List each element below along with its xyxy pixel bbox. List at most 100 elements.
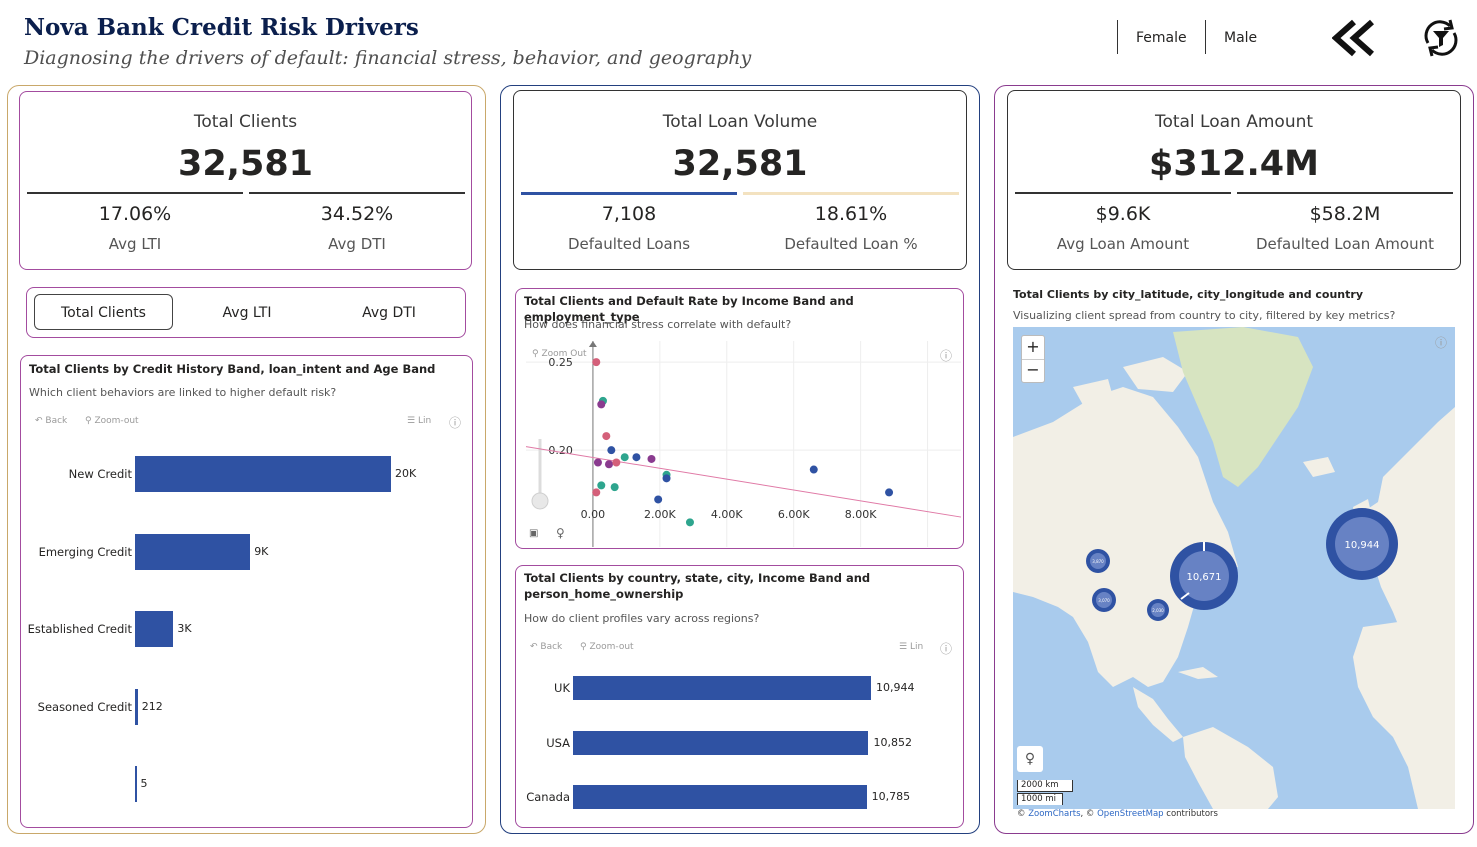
map-canvas[interactable]: 10,944 10,671 3,870 3,070 2,030 (1013, 327, 1455, 809)
scatter-point[interactable] (662, 474, 671, 483)
slicer-male-label: Male (1224, 30, 1258, 46)
map-bubble-city[interactable]: 3,870 (1086, 549, 1110, 573)
scatter-point[interactable] (607, 446, 616, 455)
divider (1237, 192, 1453, 194)
zoom-slider-knob[interactable] (531, 492, 549, 510)
chart-subtitle: How do client profiles vary across regio… (524, 612, 760, 625)
scatter-point[interactable] (592, 358, 601, 367)
defaulted-loan-amount-label: Defaulted Loan Amount (1255, 235, 1434, 253)
map-visual: Total Clients by city_latitude, city_lon… (1007, 284, 1461, 824)
kpi-card-loan-volume: Total Loan Volume 32,581 7,108 Defaulted… (513, 90, 967, 270)
scatter-plot-area[interactable]: 0.00 2.00K 4.00K 6.00K 8.00K 0.25 0.20 ▣ ♀ (516, 289, 965, 550)
scatter-point[interactable] (610, 483, 619, 492)
filter-reset-icon[interactable] (1420, 17, 1462, 63)
bar-category-label: New Credit (68, 467, 132, 481)
defaulted-loans-label: Defaulted Loans (567, 235, 691, 253)
bar-value-label: 10,785 (871, 790, 911, 803)
svg-text:3,070: 3,070 (1098, 598, 1110, 603)
bar[interactable] (135, 688, 138, 725)
help-icon[interactable]: ⓘ (940, 642, 953, 656)
scatter-point[interactable] (602, 432, 611, 441)
scatter-point[interactable] (593, 458, 602, 467)
bar[interactable] (135, 766, 137, 802)
lasso-icon[interactable]: ♀ (556, 526, 565, 540)
zoom-out-label: Zoom Out (541, 349, 587, 359)
scatter-point[interactable] (647, 454, 656, 463)
bar-value-label: 5 (140, 777, 148, 790)
scale-toggle-button[interactable]: ☰ Lin (899, 642, 924, 652)
map-subtitle: Visualizing client spread from country t… (1013, 309, 1396, 322)
bar[interactable] (573, 676, 871, 700)
map-bubble-city[interactable]: 3,070 (1092, 588, 1116, 612)
bar[interactable] (573, 785, 867, 809)
map-attribution: © ZoomCharts, © OpenStreetMap contributo… (1017, 809, 1218, 819)
kpi-card-loan-amount: Total Loan Amount $312.4M $9.6K Avg Loan… (1007, 90, 1461, 270)
map-zoom-out-button[interactable]: − (1026, 360, 1040, 379)
scatter-point[interactable] (597, 400, 606, 409)
chart-subtitle: Which client behaviors are linked to hig… (29, 386, 337, 399)
page-subtitle: Diagnosing the drivers of default: finan… (24, 47, 752, 69)
bar[interactable] (573, 730, 869, 755)
help-icon[interactable]: ⓘ (1435, 336, 1448, 350)
svg-text:10,944: 10,944 (1345, 540, 1380, 551)
divider (1015, 192, 1231, 194)
scatter-point[interactable] (885, 488, 894, 497)
bar-value-label: 9K (254, 544, 269, 558)
page-title: Nova Bank Credit Risk Drivers (24, 14, 419, 41)
map-bubble-uk[interactable]: 10,944 (1326, 508, 1398, 580)
lasso-icon[interactable]: ♀ (1017, 746, 1043, 772)
x-tick-label: 8.00K (845, 508, 877, 521)
back-button[interactable]: ↶ Back (35, 416, 68, 426)
attribution-copyright: , © (1080, 809, 1095, 819)
map-bubble-city[interactable]: 2,030 (1147, 599, 1169, 621)
zoom-out-label: Zoom-out (589, 642, 634, 652)
scatter-point[interactable] (685, 518, 694, 527)
scatter-point[interactable] (597, 481, 606, 490)
divider (521, 192, 737, 195)
kpi-value: $312.4M (1149, 144, 1319, 184)
measure-button-total-clients[interactable]: Total Clients (34, 294, 173, 330)
camera-icon[interactable]: ▣ (529, 528, 538, 539)
map-bubble-usa[interactable]: 10,671 (1170, 542, 1238, 610)
zoom-out-button[interactable]: ⚲ Zoom Out (532, 349, 587, 359)
bar[interactable] (135, 533, 251, 570)
help-icon[interactable]: ⓘ (449, 416, 462, 430)
scatter-point[interactable] (809, 465, 818, 474)
back-button[interactable]: ↶ Back (530, 642, 563, 652)
slicer-male[interactable]: Male (1205, 20, 1285, 54)
zoom-out-button[interactable]: ⚲ Zoom-out (85, 416, 139, 426)
zoomcharts-link[interactable]: ZoomCharts (1028, 809, 1081, 819)
scale-toggle-button[interactable]: ☰ Lin (407, 416, 432, 426)
avg-dti-value: 34.52% (320, 203, 394, 225)
scatter-point[interactable] (592, 488, 601, 497)
x-tick-label: 2.00K (644, 508, 676, 521)
kpi-title: Total Clients (193, 112, 298, 132)
bar[interactable] (135, 456, 391, 492)
openstreetmap-link[interactable]: OpenStreetMap (1097, 809, 1164, 819)
zoom-out-button[interactable]: ⚲ Zoom-out (580, 642, 634, 652)
slicer-female[interactable]: Female (1117, 20, 1205, 54)
divider (249, 192, 465, 194)
bar[interactable] (135, 611, 174, 647)
avg-lti-label: Avg LTI (108, 235, 162, 253)
help-icon[interactable]: ⓘ (940, 349, 953, 363)
map-zoom-in-button[interactable]: + (1022, 336, 1044, 360)
scatter-point[interactable] (620, 453, 629, 462)
scatter-point[interactable] (604, 460, 613, 469)
measure-button-avg-lti[interactable]: Avg LTI (222, 305, 272, 321)
double-chevron-left-icon[interactable] (1331, 18, 1380, 62)
x-tick-label: 4.00K (711, 508, 743, 521)
x-tick-label: 0.00 (581, 508, 606, 521)
bar-value-label: 3K (177, 622, 192, 635)
x-tick-label: 6.00K (778, 508, 810, 521)
measure-selector: Total Clients Avg LTI Avg DTI (26, 287, 466, 338)
attribution-copyright: © (1017, 809, 1026, 819)
avg-lti-value: 17.06% (98, 203, 172, 225)
measure-button-avg-dti[interactable]: Avg DTI (362, 305, 416, 321)
kpi-value: 32,581 (177, 144, 314, 184)
scatter-point[interactable] (612, 458, 621, 467)
scatter-point[interactable] (654, 495, 663, 504)
left-panel (7, 85, 486, 834)
scatter-point[interactable] (632, 453, 641, 462)
avg-loan-amount-label: Avg Loan Amount (1056, 235, 1190, 253)
